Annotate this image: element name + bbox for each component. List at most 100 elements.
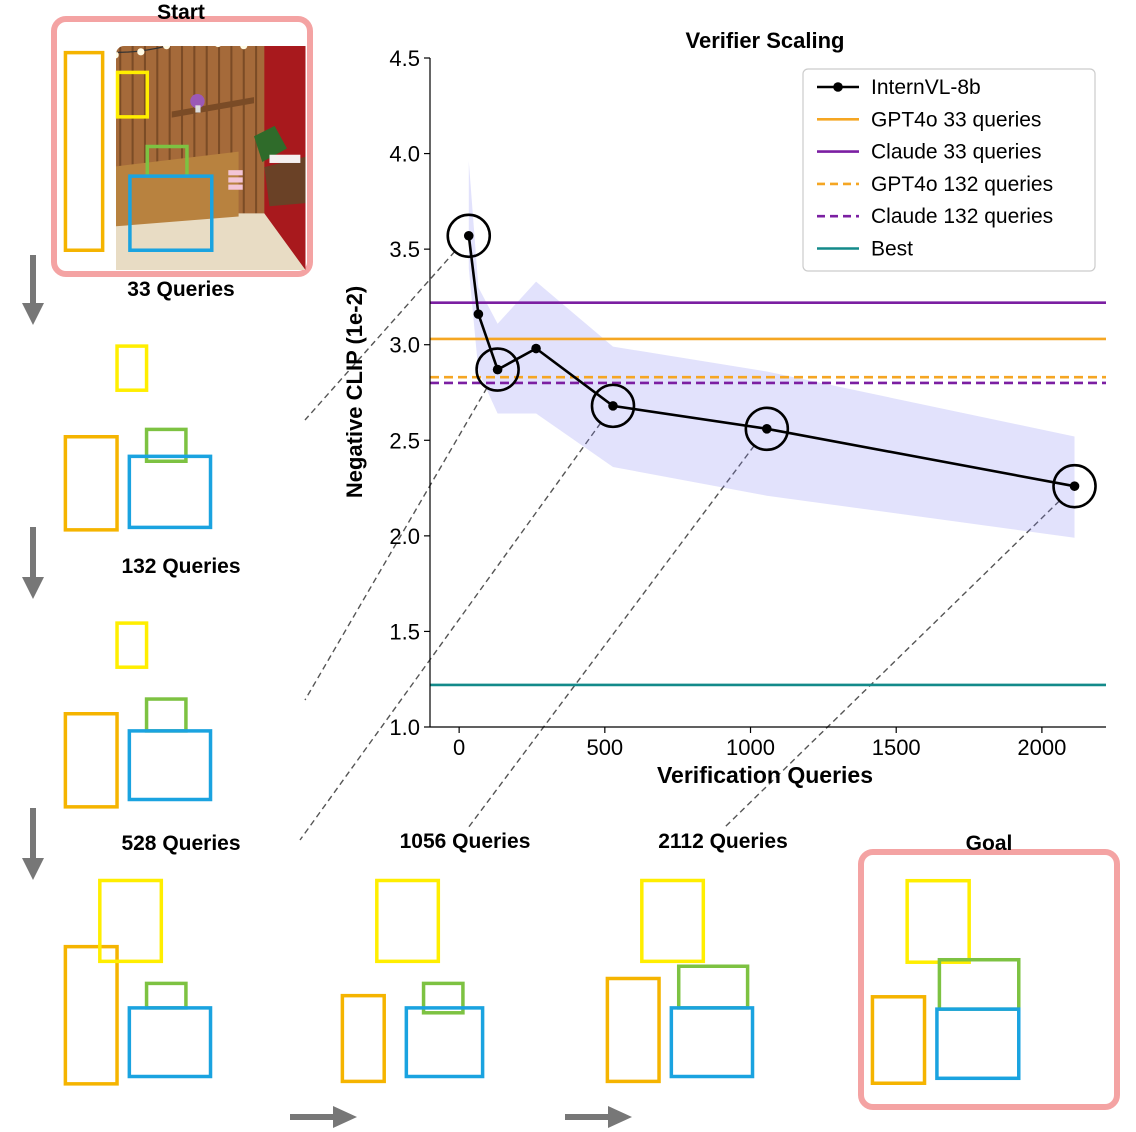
- frame-box: [375, 878, 441, 964]
- room-render-image: [865, 856, 1113, 1103]
- connector-lines: [299, 250, 1060, 841]
- legend-label: Best: [871, 238, 913, 261]
- scene-panel: 2112 Queries: [600, 830, 846, 1101]
- legend-marker: [833, 82, 843, 92]
- confidence-band: [468, 161, 1075, 538]
- y-tick-label: 3.0: [389, 333, 420, 358]
- y-tick-label: 2.0: [389, 524, 420, 549]
- data-point: [463, 230, 474, 241]
- data-point: [492, 364, 503, 375]
- cabinet-box: [935, 1007, 1021, 1081]
- y-tick-label: 2.5: [389, 428, 420, 453]
- y-tick-label: 3.5: [389, 237, 420, 262]
- y-tick-label: 1.5: [389, 619, 420, 644]
- highlight-circle: [1052, 463, 1097, 509]
- data-point: [531, 343, 541, 354]
- frame-box: [640, 878, 706, 964]
- tv-box: [676, 964, 750, 1010]
- legend-box: [802, 68, 1096, 272]
- panel-label: 132 Queries: [121, 555, 240, 578]
- scene-panel: 528 Queries: [58, 832, 304, 1101]
- tv-box: [144, 981, 188, 1010]
- x-tick-label: 2000: [1017, 735, 1066, 760]
- tv-box: [144, 427, 188, 463]
- panel-outline: [51, 16, 313, 277]
- highlight-circle: [475, 347, 520, 392]
- data-point: [473, 309, 484, 319]
- legend-label: Claude 33 queries: [871, 141, 1041, 164]
- x-tick-label: 0: [453, 735, 465, 760]
- cabinet-box: [127, 454, 213, 530]
- room-render-image: [335, 856, 581, 1101]
- frame-box: [115, 344, 149, 392]
- tv-box: [144, 697, 188, 733]
- scene-panel: 132 Queries: [58, 555, 304, 824]
- down-arrow: [22, 255, 44, 325]
- room-render-image: [58, 302, 304, 547]
- plant-box: [605, 976, 661, 1084]
- plant-box: [870, 995, 927, 1085]
- panel-label: 1056 Queries: [400, 830, 531, 853]
- legend: InternVL-8b GPT4o 33 queries Claude 33 que…: [802, 68, 1096, 272]
- tv-box: [937, 957, 1021, 1011]
- confidence-band-area: [468, 161, 1075, 538]
- cabinet-box: [404, 1006, 485, 1079]
- x-ticks: 0 500 1000 1500 2000: [453, 727, 1066, 760]
- plant-box: [340, 993, 386, 1084]
- y-tick-label: 4.5: [389, 46, 420, 71]
- right-arrow: [565, 1106, 632, 1128]
- plant-box: [63, 944, 119, 1086]
- panel-label: Goal: [966, 832, 1013, 855]
- x-axis-label: Verification Queries: [657, 762, 873, 788]
- panel-label: 33 Queries: [127, 278, 234, 301]
- right-arrow: [290, 1106, 357, 1128]
- connector-line: [304, 250, 456, 421]
- connector-line: [723, 500, 1060, 829]
- sequence-arrows: [22, 255, 632, 1128]
- x-tick-label: 500: [586, 735, 623, 760]
- frame-box: [98, 878, 164, 964]
- panel-label: Start: [157, 1, 205, 24]
- tv-box: [421, 981, 465, 1015]
- cabinet-box: [127, 1006, 213, 1079]
- scene-panel: Goal: [858, 832, 1120, 1110]
- highlight-circle: [744, 406, 790, 452]
- room-render-image: [58, 856, 304, 1101]
- series-layer: [446, 213, 1097, 509]
- scene-panel: 33 Queries: [58, 278, 304, 547]
- x-tick-label: 1000: [726, 735, 775, 760]
- connector-line: [304, 387, 488, 701]
- data-point: [608, 401, 618, 411]
- scene-panel: Start: [51, 1, 313, 277]
- chart: Verifier Scaling 1.0 1.5 2.0 2.5 3.0 3.5 4.0 4.…: [342, 28, 1106, 788]
- panel-label: 2112 Queries: [658, 830, 788, 853]
- y-tick-label: 4.0: [389, 142, 420, 167]
- frame-box: [905, 878, 971, 964]
- axes: [429, 58, 1106, 728]
- data-point: [1069, 481, 1080, 491]
- frame-box: [115, 70, 150, 119]
- cabinet-box: [669, 1006, 755, 1079]
- x-tick-label: 1500: [872, 735, 921, 760]
- frame-box: [115, 621, 149, 669]
- highlight-circle: [446, 213, 492, 259]
- panel-outline: [858, 849, 1120, 1110]
- panel-label: 528 Queries: [121, 832, 240, 855]
- reference-lines: [430, 301, 1106, 687]
- highlight-circle: [590, 383, 636, 429]
- down-arrow: [22, 808, 44, 880]
- legend-label: Claude 132 queries: [871, 205, 1053, 228]
- y-tick-label: 1.0: [389, 715, 420, 740]
- cabinet-box: [127, 729, 213, 802]
- data-point: [762, 424, 772, 434]
- down-arrow: [22, 527, 44, 599]
- y-ticks: 1.0 1.5 2.0 2.5 3.0 3.5 4.0 4.5: [389, 46, 430, 740]
- plant-box: [63, 435, 119, 532]
- legend-label: GPT4o 33 queries: [871, 108, 1041, 131]
- chart-title: Verifier Scaling: [686, 28, 845, 53]
- room-render-image: [58, 579, 304, 824]
- scene-panel: 1056 Queries: [335, 830, 581, 1101]
- legend-label: InternVL-8b: [871, 76, 981, 99]
- plant-box: [63, 712, 119, 809]
